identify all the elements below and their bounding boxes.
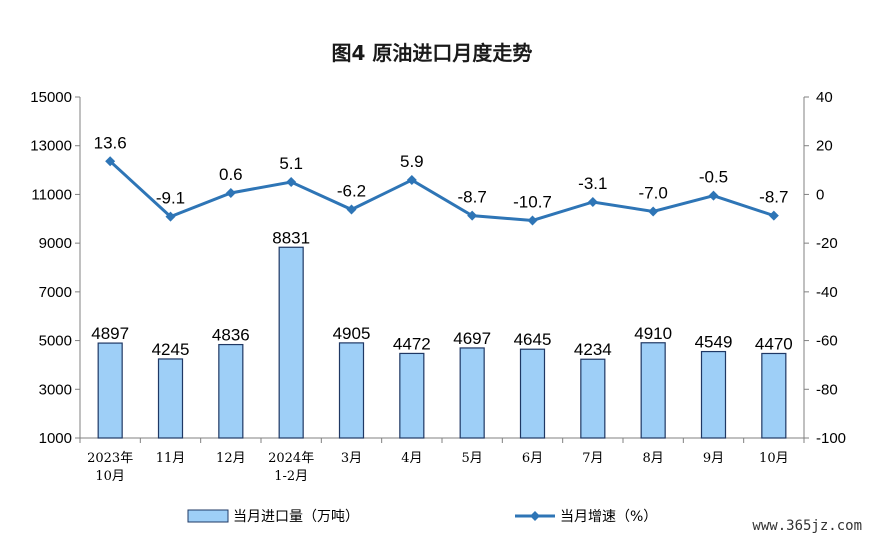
bar-value-label: 8831 (272, 228, 310, 247)
bar (580, 358, 606, 439)
bar (399, 352, 425, 439)
bar-value-label: 4549 (695, 333, 733, 352)
x-tick-label: 10月 (759, 451, 789, 466)
growth-point (587, 196, 598, 207)
bar (218, 343, 244, 439)
right-tick-label: 20 (816, 138, 833, 155)
legend-line-marker (530, 511, 540, 521)
growth-point (105, 156, 116, 167)
legend-bar-label: 当月进口量（万吨） (233, 509, 359, 525)
right-tick-label: -20 (816, 235, 838, 252)
bar (459, 347, 485, 439)
x-tick-label: 5月 (462, 451, 483, 466)
left-tick-label: 11000 (31, 186, 72, 203)
growth-point (165, 211, 176, 222)
growth-point (768, 210, 779, 221)
chart-title: 图4 原油进口月度走势 (332, 41, 533, 65)
legend-line-label: 当月增速（%） (560, 509, 657, 525)
bar-value-label: 4470 (755, 334, 793, 353)
growth-line (109, 160, 775, 223)
bar (338, 342, 365, 439)
right-tick-label: 40 (816, 89, 833, 106)
growth-value-label: -8.7 (759, 188, 788, 207)
growth-value-label: 5.1 (279, 154, 303, 173)
growth-value-label: -3.1 (578, 174, 607, 193)
growth-point (467, 210, 478, 221)
left-tick-label: 3000 (39, 381, 72, 398)
bar-value-label: 4472 (393, 334, 431, 353)
growth-point (648, 206, 659, 217)
growth-value-label: 13.6 (94, 133, 127, 152)
left-tick-label: 13000 (30, 138, 72, 155)
growth-value-label: -9.1 (156, 189, 185, 208)
bar-value-label: 4910 (634, 324, 672, 343)
line-series: 13.6 -9.1 0.6 5.1 -6.2 5.9 -8.7 -10.7 -3.1 -7.0 -0… (94, 133, 788, 226)
growth-value-label: -0.5 (699, 168, 728, 187)
growth-value-label: -7.0 (639, 183, 668, 202)
bar-value-label: 4245 (152, 340, 190, 359)
x-tick-label: 9月 (703, 451, 724, 466)
x-tick-label: 2024年 (268, 451, 314, 466)
growth-point (527, 215, 538, 226)
legend-bar-swatch (187, 509, 229, 523)
bar (519, 348, 546, 439)
bar-value-label: 4234 (574, 340, 612, 359)
bar-value-label: 4897 (91, 324, 129, 343)
x-tick-label: 10月 (95, 469, 125, 484)
bar-value-label: 4905 (333, 324, 371, 343)
left-tick-label: 15000 (30, 89, 72, 106)
x-tick-label: 4月 (401, 451, 422, 466)
left-tick-label: 7000 (39, 284, 72, 301)
left-tick-label: 5000 (39, 333, 72, 350)
bar (700, 350, 727, 439)
bar (278, 246, 304, 439)
x-axis-ticks: 2023年 10月 11月 12月 2024年 1-2月 3月 4月 5月 6月 7月 8月 9月 10月 (87, 451, 788, 484)
bar (761, 352, 787, 439)
x-tick-label: 6月 (522, 451, 543, 466)
x-tick-label: 3月 (341, 451, 362, 466)
axes: 1000 3000 5000 7000 9000 11000 13000 15000 -100 -… (30, 89, 846, 447)
growth-point (406, 175, 417, 186)
x-tick-label: 1-2月 (274, 469, 308, 484)
legend: 当月进口量（万吨） 当月增速（%） (187, 509, 657, 525)
right-tick-label: 0 (816, 186, 824, 203)
growth-point (225, 187, 236, 198)
right-tick-label: -60 (816, 333, 838, 350)
bar (640, 342, 666, 439)
bar-value-label: 4697 (453, 329, 491, 348)
right-tick-label: -80 (816, 381, 838, 398)
right-tick-label: -100 (816, 430, 846, 447)
growth-value-label: 5.9 (400, 152, 424, 171)
bar-value-label: 4645 (514, 330, 552, 349)
growth-value-label: -6.2 (337, 182, 366, 201)
watermark: www.365jz.com (752, 518, 862, 534)
x-tick-label: 8月 (643, 451, 664, 466)
bar-series: 4897 4245 4836 8831 4905 4472 4697 4645 4234 4910… (91, 228, 793, 439)
bar (97, 342, 123, 439)
x-tick-label: 12月 (216, 451, 246, 466)
growth-value-label: -10.7 (513, 192, 552, 211)
bar (157, 358, 184, 439)
growth-point (708, 190, 719, 201)
right-tick-label: -40 (816, 284, 838, 301)
growth-point (286, 177, 297, 188)
growth-value-label: 0.6 (219, 165, 243, 184)
x-tick-label: 2023年 (87, 451, 133, 466)
left-tick-label: 1000 (39, 430, 72, 447)
growth-point (346, 204, 357, 215)
left-tick-label: 9000 (39, 235, 72, 252)
bar-value-label: 4836 (212, 326, 250, 345)
growth-value-label: -8.7 (458, 188, 487, 207)
x-tick-label: 11月 (156, 451, 186, 466)
x-tick-label: 7月 (582, 451, 603, 466)
